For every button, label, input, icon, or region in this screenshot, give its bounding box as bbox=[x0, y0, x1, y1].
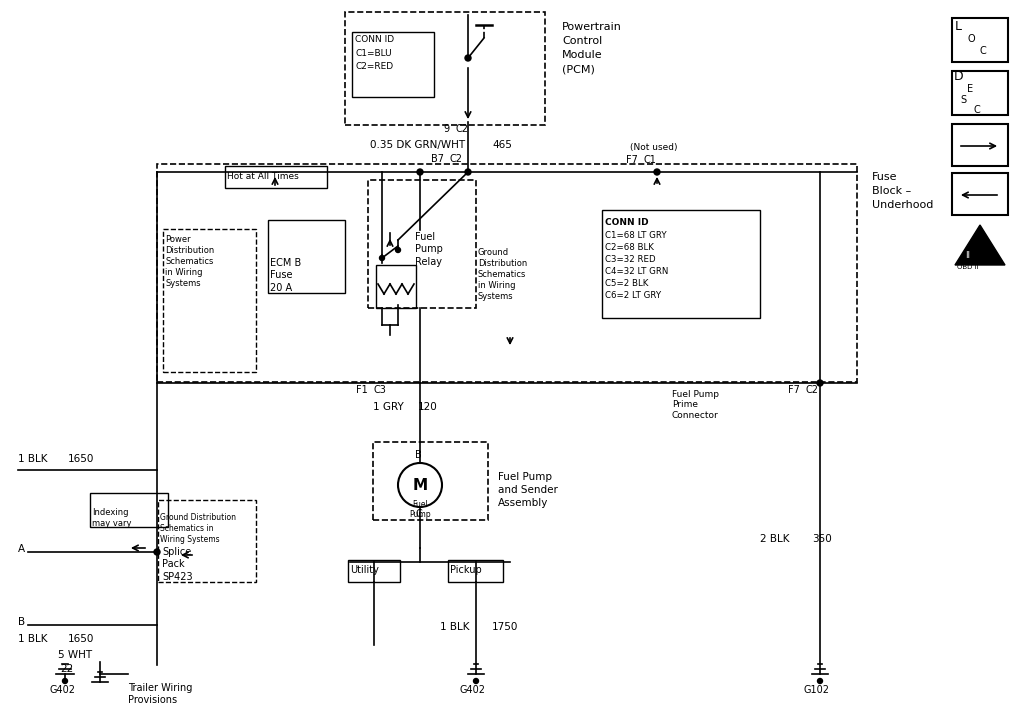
Text: Trailer Wiring
Provisions: Trailer Wiring Provisions bbox=[128, 683, 193, 705]
Polygon shape bbox=[955, 225, 1005, 265]
Text: CONN ID: CONN ID bbox=[605, 218, 648, 227]
Bar bbox=[952, 173, 1008, 215]
Text: 22: 22 bbox=[60, 664, 74, 674]
Bar bbox=[373, 442, 488, 520]
Text: A: A bbox=[18, 544, 26, 554]
Circle shape bbox=[398, 463, 442, 507]
Text: ECM B
Fuse
20 A: ECM B Fuse 20 A bbox=[270, 258, 301, 293]
Text: Splice
Pack
SP423: Splice Pack SP423 bbox=[162, 547, 193, 582]
Text: Hot at All Times: Hot at All Times bbox=[227, 172, 299, 181]
Text: C1: C1 bbox=[643, 155, 656, 165]
Text: 9: 9 bbox=[443, 124, 450, 134]
Text: 465: 465 bbox=[492, 140, 512, 150]
Text: Fuel Pump
Prime
Connector: Fuel Pump Prime Connector bbox=[672, 390, 719, 420]
Circle shape bbox=[473, 679, 478, 684]
Bar bbox=[952, 124, 1008, 166]
Text: Utility: Utility bbox=[350, 565, 379, 575]
Text: 0.35 DK GRN/WHT: 0.35 DK GRN/WHT bbox=[370, 140, 465, 150]
Text: G402: G402 bbox=[50, 685, 76, 695]
Bar bbox=[90, 493, 168, 527]
Text: Fuse
Block –
Underhood: Fuse Block – Underhood bbox=[872, 172, 933, 210]
Text: F7: F7 bbox=[788, 385, 800, 395]
Text: C5=2 BLK: C5=2 BLK bbox=[605, 279, 648, 288]
Text: CONN ID: CONN ID bbox=[355, 35, 394, 44]
Text: OBD II: OBD II bbox=[957, 264, 979, 270]
Bar bbox=[163, 229, 256, 372]
Circle shape bbox=[380, 256, 384, 261]
Text: 1650: 1650 bbox=[68, 454, 94, 464]
Text: 120: 120 bbox=[418, 402, 437, 412]
Text: L: L bbox=[955, 20, 962, 33]
Bar bbox=[352, 32, 434, 97]
Text: 350: 350 bbox=[812, 534, 831, 544]
Text: B: B bbox=[415, 450, 422, 460]
Circle shape bbox=[417, 169, 423, 175]
Text: C: C bbox=[973, 105, 980, 115]
Text: C2: C2 bbox=[806, 385, 819, 395]
Text: Indexing
may vary: Indexing may vary bbox=[92, 508, 131, 528]
Text: C2: C2 bbox=[450, 154, 463, 164]
Text: C1=68 LT GRY: C1=68 LT GRY bbox=[605, 231, 667, 240]
Text: Powertrain
Control
Module
(PCM): Powertrain Control Module (PCM) bbox=[562, 22, 622, 74]
Text: 1 GRY: 1 GRY bbox=[373, 402, 403, 412]
Text: B: B bbox=[18, 617, 26, 627]
Text: Ground Distribution
Schematics in
Wiring Systems: Ground Distribution Schematics in Wiring… bbox=[160, 513, 236, 544]
Text: O: O bbox=[968, 34, 976, 44]
Text: II: II bbox=[965, 251, 970, 260]
Text: F1: F1 bbox=[356, 385, 368, 395]
Bar bbox=[952, 18, 1008, 62]
Text: D: D bbox=[954, 70, 964, 83]
Bar bbox=[449, 560, 503, 582]
Text: C4=32 LT GRN: C4=32 LT GRN bbox=[605, 267, 669, 276]
Text: 1 BLK: 1 BLK bbox=[440, 622, 469, 632]
Circle shape bbox=[817, 380, 823, 386]
Text: C1=BLU: C1=BLU bbox=[355, 49, 391, 58]
Text: 1750: 1750 bbox=[492, 622, 518, 632]
Text: S: S bbox=[961, 95, 966, 105]
Text: 2 BLK: 2 BLK bbox=[760, 534, 790, 544]
Text: (Not used): (Not used) bbox=[630, 143, 678, 152]
Text: E: E bbox=[967, 84, 973, 94]
Bar bbox=[345, 12, 545, 125]
Bar bbox=[602, 210, 760, 318]
Text: Power
Distribution
Schematics
in Wiring
Systems: Power Distribution Schematics in Wiring … bbox=[165, 235, 214, 289]
Circle shape bbox=[654, 169, 660, 175]
Text: C2: C2 bbox=[455, 124, 468, 134]
Text: Fuel Pump
and Sender
Assembly: Fuel Pump and Sender Assembly bbox=[498, 472, 558, 508]
Circle shape bbox=[465, 169, 471, 175]
Text: Fuel
Pump
Relay: Fuel Pump Relay bbox=[415, 232, 442, 267]
Text: C3: C3 bbox=[374, 385, 387, 395]
Text: M: M bbox=[413, 477, 428, 493]
Text: C3=32 RED: C3=32 RED bbox=[605, 255, 655, 264]
Text: C: C bbox=[979, 46, 986, 56]
Text: G102: G102 bbox=[804, 685, 830, 695]
Bar bbox=[225, 166, 327, 188]
Bar bbox=[157, 164, 857, 382]
Text: F7: F7 bbox=[626, 155, 638, 165]
Bar bbox=[368, 180, 476, 308]
Text: 5 WHT: 5 WHT bbox=[58, 650, 92, 660]
Text: C2=RED: C2=RED bbox=[355, 62, 393, 71]
Bar bbox=[376, 265, 416, 308]
Text: 1 BLK: 1 BLK bbox=[18, 454, 47, 464]
Text: Pickup: Pickup bbox=[450, 565, 481, 575]
Circle shape bbox=[395, 248, 400, 253]
Circle shape bbox=[62, 679, 68, 684]
Circle shape bbox=[154, 549, 160, 555]
Bar bbox=[348, 560, 400, 582]
Text: C: C bbox=[415, 509, 422, 519]
Text: Ground
Distribution
Schematics
in Wiring
Systems: Ground Distribution Schematics in Wiring… bbox=[478, 248, 527, 302]
Circle shape bbox=[817, 679, 822, 684]
Bar bbox=[952, 71, 1008, 115]
Bar bbox=[158, 500, 256, 582]
Text: 1650: 1650 bbox=[68, 634, 94, 644]
Text: C2=68 BLK: C2=68 BLK bbox=[605, 243, 654, 252]
Circle shape bbox=[465, 55, 471, 61]
Text: Fuel
Pump: Fuel Pump bbox=[410, 500, 431, 519]
Text: 1 BLK: 1 BLK bbox=[18, 634, 47, 644]
Text: G402: G402 bbox=[460, 685, 486, 695]
Text: C6=2 LT GRY: C6=2 LT GRY bbox=[605, 291, 662, 300]
Text: B7: B7 bbox=[431, 154, 444, 164]
Bar bbox=[268, 220, 345, 293]
